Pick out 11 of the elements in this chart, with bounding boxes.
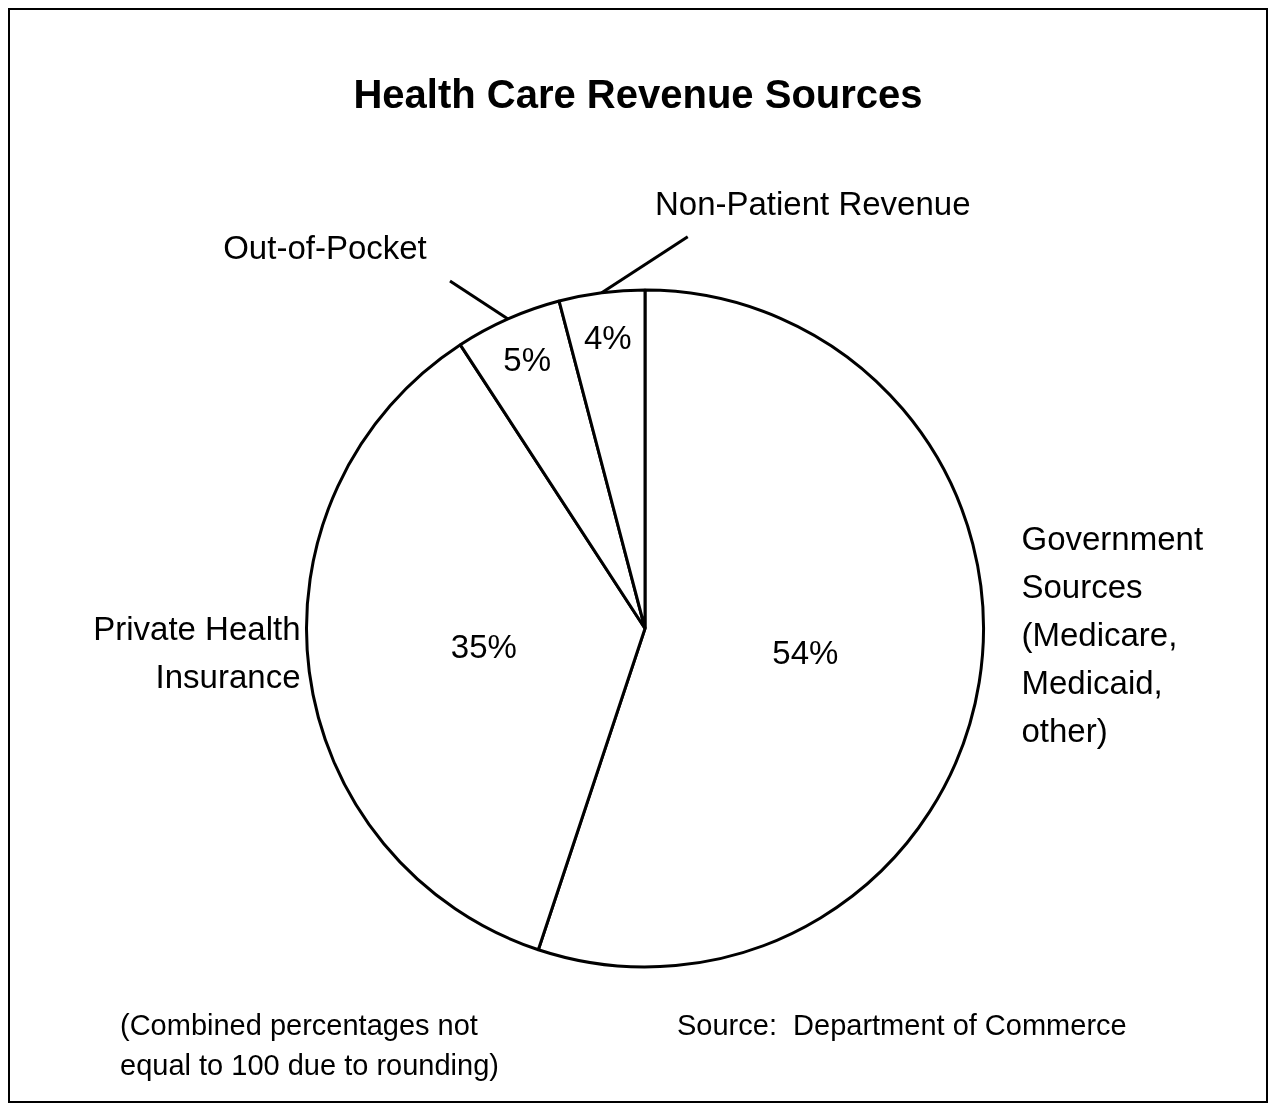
text: (Combined percentages not equal to 100 due to rounding) [120, 1008, 500, 1083]
slice-label: Non-Patient Revenue [654, 184, 971, 222]
source-note: Source: Department of Commerce [677, 1008, 1128, 1043]
slice-label: Private Health Insurance [93, 609, 301, 695]
slice-label: Government Sources (Medicare, Medicaid, other) [1021, 519, 1204, 749]
slice-label: Out-of-Pocket [223, 228, 427, 266]
data-label: 54% [772, 633, 839, 671]
data-label: 5% [503, 341, 552, 379]
chart-title: Health Care Revenue Sources [352, 72, 924, 117]
data-label: 4% [583, 318, 632, 356]
data-label: 35% [450, 628, 517, 666]
